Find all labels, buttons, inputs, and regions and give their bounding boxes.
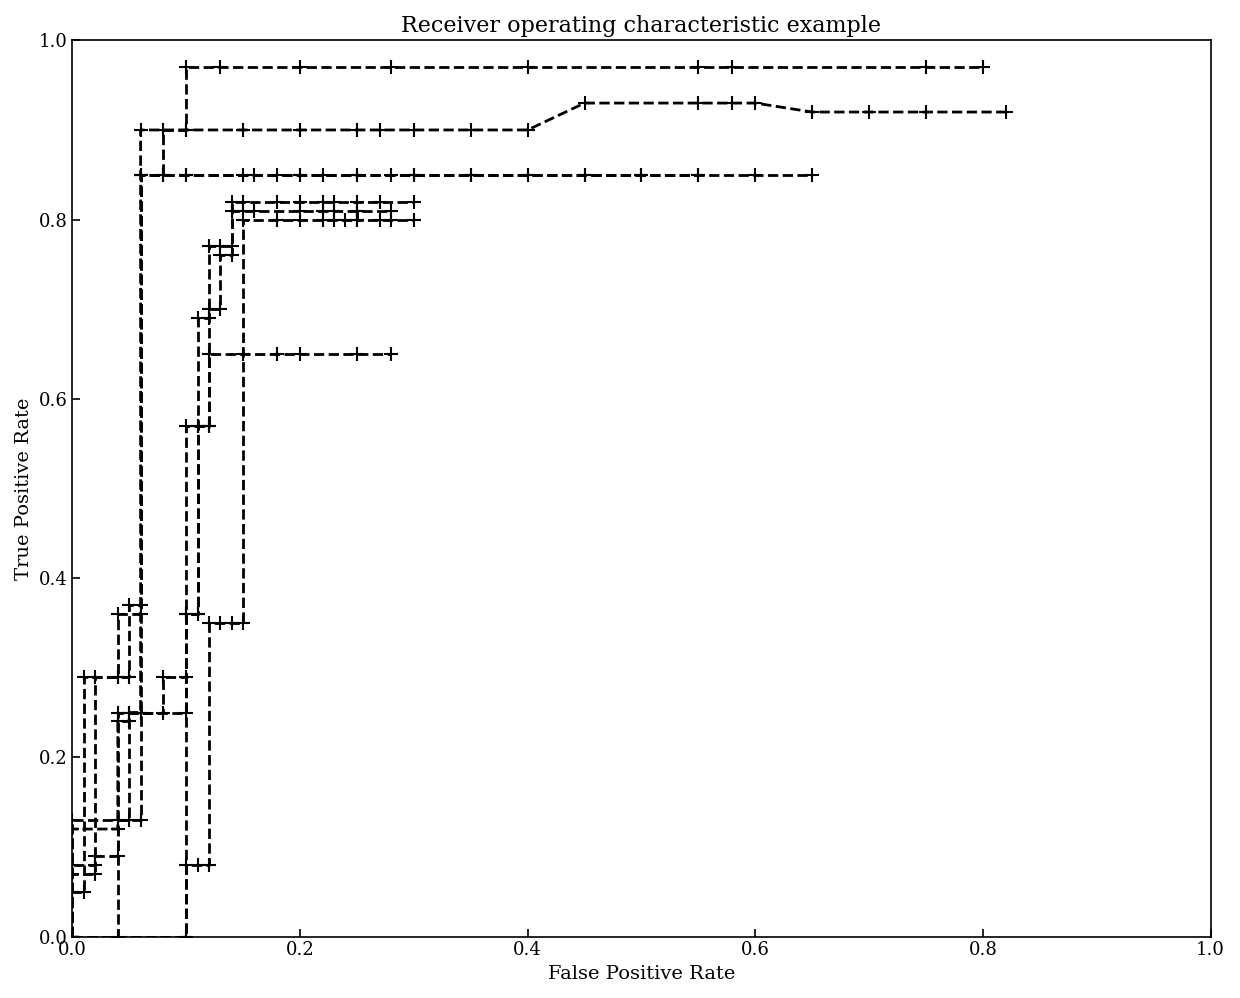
Y-axis label: True Positive Rate: True Positive Rate	[15, 397, 33, 580]
Title: Receiver operating characteristic example: Receiver operating characteristic exampl…	[402, 15, 882, 37]
X-axis label: False Positive Rate: False Positive Rate	[548, 965, 735, 983]
